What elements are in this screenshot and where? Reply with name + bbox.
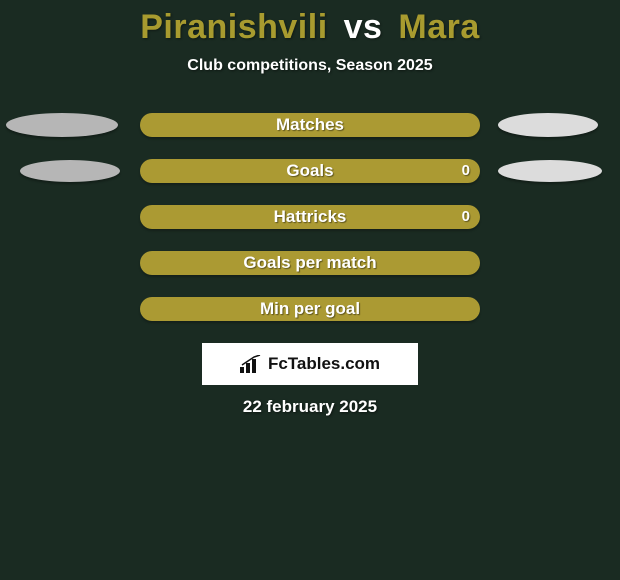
- stat-row: Matches: [0, 113, 620, 137]
- stat-right-value: 0: [452, 205, 480, 229]
- stat-bar: Goals per match: [140, 251, 480, 275]
- left-ellipse: [6, 113, 118, 137]
- stat-bar: Matches: [140, 113, 480, 137]
- left-ellipse: [20, 160, 120, 182]
- stat-right-value: 0: [452, 159, 480, 183]
- stat-row: Goals per match: [0, 251, 620, 275]
- logo-text: FcTables.com: [268, 354, 380, 374]
- stat-bar: Min per goal: [140, 297, 480, 321]
- stats-rows: MatchesGoals0Hattricks0Goals per matchMi…: [0, 113, 620, 321]
- logo-box: FcTables.com: [202, 343, 418, 385]
- stat-bar: Hattricks0: [140, 205, 480, 229]
- vs-text: vs: [344, 8, 383, 46]
- stat-label: Min per goal: [140, 299, 480, 319]
- stat-row: Hattricks0: [0, 205, 620, 229]
- right-ellipse: [498, 160, 602, 182]
- date-text: 22 february 2025: [0, 397, 620, 417]
- stat-row: Min per goal: [0, 297, 620, 321]
- stat-bar: Goals0: [140, 159, 480, 183]
- stat-label: Matches: [140, 115, 480, 135]
- page-title: Piranishvili vs Mara: [0, 8, 620, 47]
- player2-name: Mara: [398, 8, 479, 46]
- stat-label: Goals per match: [140, 253, 480, 273]
- player1-name: Piranishvili: [140, 8, 327, 46]
- stat-label: Goals: [140, 161, 480, 181]
- subtitle: Club competitions, Season 2025: [0, 57, 620, 75]
- stat-row: Goals0: [0, 159, 620, 183]
- stat-label: Hattricks: [140, 207, 480, 227]
- right-ellipse: [498, 113, 598, 137]
- chart-icon: [240, 355, 262, 373]
- header: Piranishvili vs Mara Club competitions, …: [0, 0, 620, 75]
